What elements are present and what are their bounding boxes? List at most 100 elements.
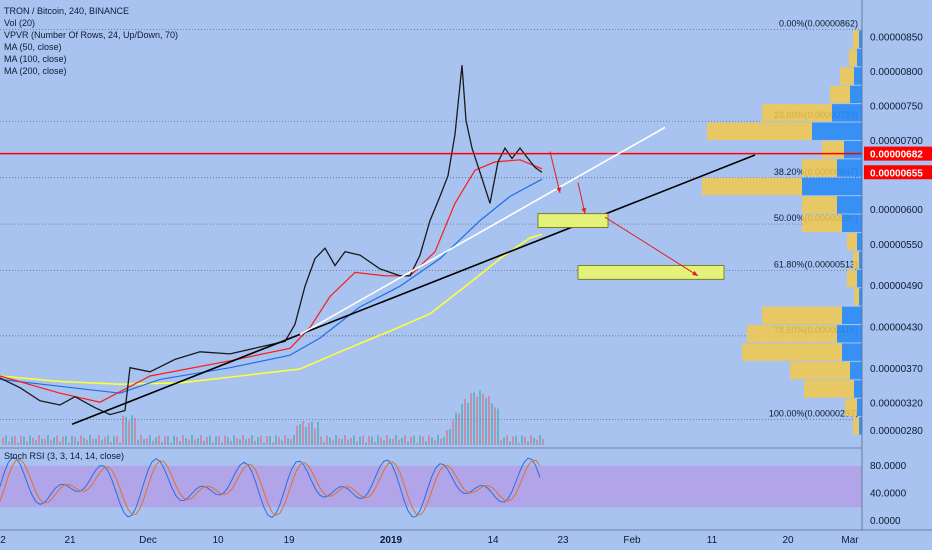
- indicator-ma50[interactable]: MA (50, close): [4, 42, 62, 52]
- time-tick-3: 10: [212, 535, 224, 546]
- volume-bar: [176, 436, 178, 445]
- volume-bar: [512, 436, 514, 445]
- volume-bar: [299, 424, 301, 445]
- target-zone-0: [537, 213, 609, 228]
- volume-bar: [320, 436, 322, 445]
- volume-bar: [173, 435, 175, 445]
- time-axis: 2 21 Dec 10 19 2019 14 23 Feb 11 20 Mar: [0, 529, 932, 546]
- volume-bar: [50, 440, 52, 445]
- volume-bar: [104, 437, 106, 445]
- trendline-black: [71, 154, 756, 426]
- volume-bar: [416, 442, 418, 445]
- symbol-title[interactable]: TRON / Bitcoin, 240, BINANCE: [4, 6, 130, 16]
- volume-bar: [422, 436, 424, 445]
- volume-bar: [107, 435, 109, 445]
- volume-bar: [284, 435, 286, 445]
- volume-bar: [452, 420, 454, 445]
- target-zone-1: [577, 265, 725, 280]
- volume-bar: [410, 436, 412, 445]
- volume-bars: [2, 390, 544, 445]
- vp-up-13: [857, 269, 862, 288]
- volume-bar: [191, 435, 193, 445]
- volume-bar: [380, 437, 382, 445]
- price-badge-0: 0.00000682: [870, 150, 923, 161]
- volume-bar: [224, 435, 226, 445]
- vp-down-4: [762, 104, 832, 122]
- volume-bar: [119, 442, 121, 445]
- volume-bar: [101, 440, 103, 445]
- price-tick-7: 0.00000430: [870, 323, 923, 334]
- vp-down-11: [847, 233, 857, 251]
- moving-averages: [0, 159, 543, 403]
- volume-bar: [194, 439, 196, 445]
- volume-bar: [47, 435, 49, 445]
- volume-bar: [167, 436, 169, 445]
- volume-bar: [440, 438, 442, 445]
- volume-bar: [53, 437, 55, 445]
- volume-bar: [446, 430, 448, 445]
- rsi-d-line: [0, 458, 541, 517]
- volume-bar: [476, 396, 478, 445]
- vp-down-8: [702, 177, 802, 196]
- vp-down-12: [853, 251, 859, 269]
- rsi-tick-1: 40.0000: [870, 488, 907, 499]
- volume-bar: [359, 436, 361, 445]
- vp-up-15: [842, 306, 862, 325]
- indicator-ma100[interactable]: MA (100, close): [4, 54, 67, 64]
- time-tick-7: 23: [557, 535, 569, 546]
- vp-up-12: [859, 251, 862, 269]
- volume-bar: [218, 436, 220, 445]
- volume-bar: [503, 437, 505, 445]
- indicator-volume[interactable]: Vol (20): [4, 18, 36, 28]
- volume-bar: [347, 439, 349, 445]
- volume-bar: [527, 441, 529, 445]
- vp-up-4: [832, 104, 862, 122]
- vp-up-18: [850, 361, 862, 380]
- volume-bar: [242, 435, 244, 445]
- indicator-vpvr[interactable]: VPVR (Number Of Rows, 24, Up/Down, 70): [4, 30, 179, 40]
- volume-bar: [158, 435, 160, 445]
- volume-bar: [248, 438, 250, 445]
- volume-bar: [254, 440, 256, 445]
- volume-bar: [131, 415, 133, 445]
- volume-bar: [461, 403, 463, 445]
- vp-down-15: [762, 306, 842, 325]
- volume-bar: [377, 435, 379, 445]
- volume-bar: [374, 441, 376, 445]
- stoch-rsi-label[interactable]: Stoch RSI (3, 3, 14, 14, close): [4, 451, 125, 461]
- price-badge-1: 0.00000655: [870, 168, 923, 179]
- volume-bar: [491, 403, 493, 445]
- volume-bar: [98, 435, 100, 445]
- volume-bar: [197, 438, 199, 445]
- time-tick-5: 2019: [380, 535, 403, 546]
- indicator-ma200[interactable]: MA (200, close): [4, 66, 67, 76]
- volume-bar: [506, 435, 508, 445]
- time-tick-2: Dec: [139, 535, 157, 546]
- volume-bar: [221, 442, 223, 445]
- volume-bar: [74, 436, 76, 445]
- volume-bar: [332, 440, 334, 445]
- volume-bar: [467, 402, 469, 445]
- volume-bar: [383, 440, 385, 445]
- vp-up-7: [837, 159, 862, 177]
- volume-bar: [362, 435, 364, 445]
- volume-bar: [29, 435, 31, 445]
- vp-up-16: [837, 325, 862, 343]
- volume-bar: [290, 439, 292, 445]
- volume-bar: [275, 435, 277, 445]
- volume-bar: [344, 435, 346, 445]
- rsi-k-line: [0, 457, 541, 519]
- price-tick-5: 0.00000550: [870, 240, 923, 251]
- volume-bar: [110, 441, 112, 445]
- volume-bar: [278, 437, 280, 445]
- volume-bar: [386, 435, 388, 445]
- volume-bar: [497, 408, 499, 445]
- vp-up-10: [842, 214, 862, 232]
- volume-bar: [509, 441, 511, 445]
- volume-bar: [353, 435, 355, 445]
- volume-bar: [539, 435, 541, 445]
- rsi-tick-2: 0.0000: [870, 516, 901, 527]
- volume-bar: [146, 438, 148, 445]
- volume-bar: [458, 413, 460, 445]
